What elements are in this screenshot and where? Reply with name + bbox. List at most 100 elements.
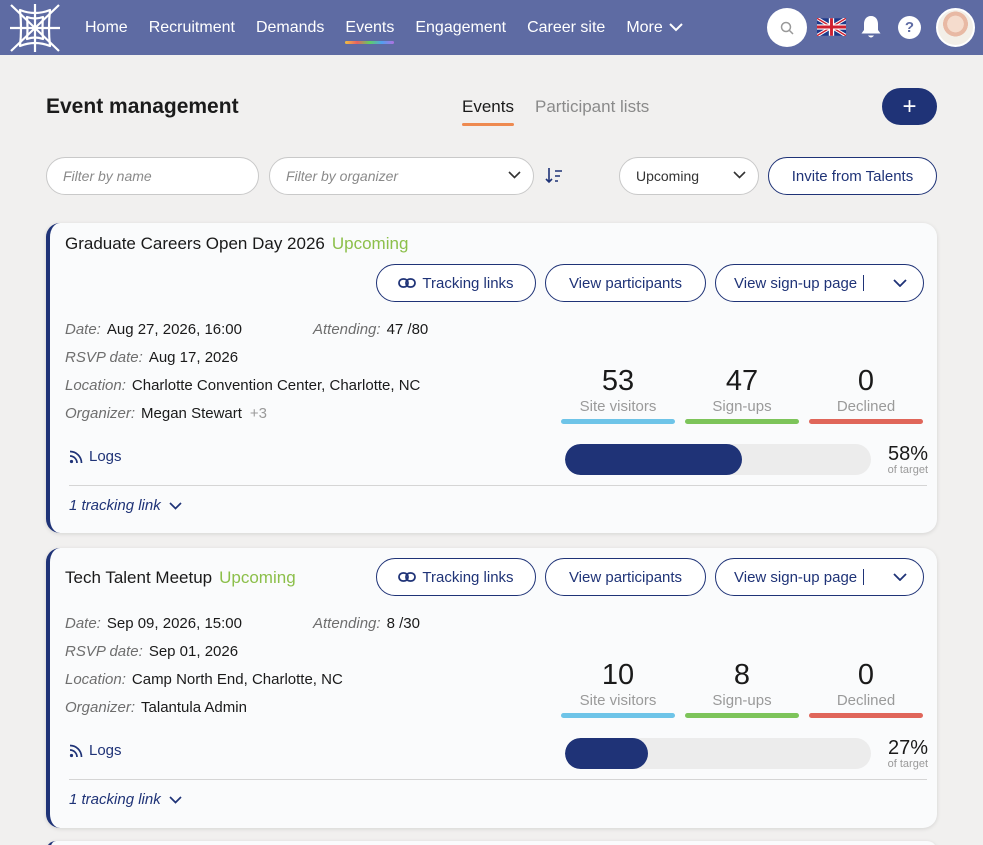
- nav-item-home[interactable]: Home: [85, 18, 128, 36]
- location-label: Location:: [65, 377, 126, 394]
- organizer-label: Organizer:: [65, 405, 136, 422]
- location-value: Camp North End, Charlotte, NC: [131, 671, 343, 688]
- tracking-links-label: Tracking links: [422, 568, 514, 586]
- date-value: Aug 27, 2026, 16:00: [106, 321, 242, 338]
- location-value: Charlotte Convention Center, Charlotte, …: [131, 377, 421, 394]
- site-visitors-count: 10: [601, 659, 635, 691]
- sort-icon[interactable]: [544, 166, 564, 186]
- logs-label: Logs: [89, 448, 122, 465]
- tracking-link-count: 1 tracking link: [69, 791, 161, 808]
- event-attending: Attending: 47 /80: [313, 321, 428, 338]
- declined-count: 0: [857, 659, 875, 691]
- chevron-down-icon: [169, 501, 182, 510]
- target-percentage: 27% of target: [876, 738, 928, 770]
- nav-item-more[interactable]: More: [626, 18, 683, 37]
- main-nav: Home Recruitment Demands Events Engageme…: [85, 0, 704, 55]
- site-visitors-stat: 53 Site visitors: [561, 366, 675, 424]
- tracking-links-button[interactable]: Tracking links: [376, 558, 536, 596]
- signups-stat: 8 Sign-ups: [685, 660, 799, 718]
- card-divider: [69, 485, 927, 486]
- target-progress-bar: [565, 738, 871, 769]
- status-filter-select[interactable]: Upcoming: [619, 157, 759, 195]
- top-navigation: Home Recruitment Demands Events Engageme…: [0, 0, 983, 55]
- target-percentage-value: 27%: [887, 737, 928, 759]
- organizer-value: Talantula Admin: [141, 699, 247, 716]
- user-avatar[interactable]: [936, 8, 975, 47]
- rsvp-value: Sep 01, 2026: [148, 643, 239, 660]
- site-visitors-label: Site visitors: [579, 398, 657, 415]
- signups-count: 8: [733, 659, 751, 691]
- view-participants-button[interactable]: View participants: [545, 558, 706, 596]
- attending-label: Attending:: [313, 615, 381, 632]
- event-rsvp: RSVP date: Aug 17, 2026: [65, 349, 238, 366]
- nav-item-recruitment[interactable]: Recruitment: [148, 18, 235, 36]
- view-signup-page-button[interactable]: View sign-up page: [715, 264, 924, 302]
- signups-label: Sign-ups: [712, 692, 772, 709]
- invite-from-talents-button[interactable]: Invite from Talents: [768, 157, 937, 195]
- organizer-label: Organizer:: [65, 699, 136, 716]
- help-icon[interactable]: ?: [898, 16, 921, 39]
- attending-value: 47 /80: [386, 321, 429, 338]
- uk-flag-icon[interactable]: [817, 18, 846, 36]
- event-organizer: Organizer: Talantula Admin: [65, 699, 247, 716]
- view-signup-page-label: View sign-up page: [734, 568, 858, 586]
- page-title: Event management: [46, 95, 239, 118]
- page-tabs: Events Participant lists: [462, 97, 670, 126]
- search-button[interactable]: [767, 8, 807, 47]
- logs-link[interactable]: Logs: [69, 742, 122, 759]
- nav-item-events[interactable]: Events: [345, 18, 395, 44]
- organizer-extra-count[interactable]: +3: [249, 405, 268, 422]
- event-rsvp: RSVP date: Sep 01, 2026: [65, 643, 238, 660]
- signups-bar: [685, 713, 799, 718]
- tracking-link-count: 1 tracking link: [69, 497, 161, 514]
- add-event-button[interactable]: +: [882, 88, 937, 125]
- event-title[interactable]: Tech Talent Meetup: [65, 568, 213, 587]
- nav-more-label: More: [626, 18, 663, 36]
- tracking-link-toggle[interactable]: 1 tracking link: [69, 791, 182, 808]
- event-title-row: Graduate Careers Open Day 2026 Upcoming: [65, 234, 408, 254]
- target-percentage-caption: of target: [887, 758, 928, 770]
- event-date: Date: Sep 09, 2026, 15:00: [65, 615, 242, 632]
- date-label: Date:: [65, 615, 101, 632]
- link-icon: [398, 278, 417, 288]
- logs-label: Logs: [89, 742, 122, 759]
- tab-events[interactable]: Events: [462, 97, 514, 126]
- site-visitors-bar: [561, 419, 675, 424]
- rsvp-value: Aug 17, 2026: [148, 349, 239, 366]
- event-title[interactable]: Graduate Careers Open Day 2026: [65, 234, 325, 253]
- search-icon: [780, 21, 794, 35]
- event-status-badge: Upcoming: [219, 568, 296, 587]
- tracking-links-button[interactable]: Tracking links: [376, 264, 536, 302]
- chevron-down-icon[interactable]: [893, 279, 907, 287]
- filter-by-organizer-select[interactable]: Filter by organizer: [269, 157, 534, 195]
- chevron-down-icon: [169, 795, 182, 804]
- notification-bell-icon[interactable]: [860, 14, 882, 40]
- declined-stat: 0 Declined: [809, 366, 923, 424]
- event-location: Location: Camp North End, Charlotte, NC: [65, 671, 343, 688]
- event-location: Location: Charlotte Convention Center, Ch…: [65, 377, 420, 394]
- chevron-down-icon[interactable]: [893, 573, 907, 581]
- nav-item-demands[interactable]: Demands: [255, 18, 325, 36]
- event-status-badge: Upcoming: [331, 234, 409, 253]
- signups-bar: [685, 419, 799, 424]
- logs-link[interactable]: Logs: [69, 448, 122, 465]
- button-divider: [863, 275, 865, 291]
- location-label: Location:: [65, 671, 126, 688]
- site-visitors-label: Site visitors: [579, 692, 657, 709]
- event-date: Date: Aug 27, 2026, 16:00: [65, 321, 242, 338]
- tab-participant-lists[interactable]: Participant lists: [534, 97, 650, 116]
- filter-by-name-input[interactable]: Filter by name: [46, 157, 259, 195]
- nav-item-engagement[interactable]: Engagement: [415, 18, 507, 36]
- event-card-partial: [46, 841, 937, 845]
- nav-item-career-site[interactable]: Career site: [527, 18, 606, 36]
- target-progress-bar: [565, 444, 871, 475]
- organizer-value: Megan Stewart: [141, 405, 242, 422]
- chevron-down-icon: [669, 23, 683, 32]
- tracking-link-toggle[interactable]: 1 tracking link: [69, 497, 182, 514]
- event-attending: Attending: 8 /30: [313, 615, 420, 632]
- view-participants-button[interactable]: View participants: [545, 264, 706, 302]
- declined-bar: [809, 713, 923, 718]
- declined-label: Declined: [836, 692, 896, 709]
- view-signup-page-button[interactable]: View sign-up page: [715, 558, 924, 596]
- spiderweb-logo-icon[interactable]: [8, 2, 62, 54]
